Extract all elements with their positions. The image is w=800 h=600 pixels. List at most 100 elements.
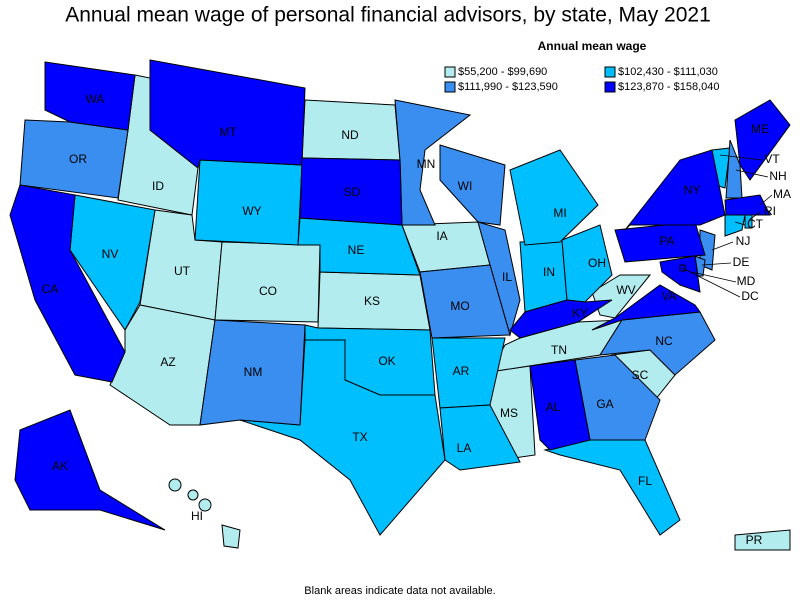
state-shape (198, 498, 212, 512)
state-label: AL (546, 400, 561, 414)
state-shape (9, 184, 126, 383)
state-label: KS (364, 294, 380, 308)
state-shape (509, 149, 599, 246)
state-label: IL (502, 270, 512, 284)
state-shape (591, 284, 701, 331)
state-label: AR (453, 364, 470, 378)
state-shape (561, 224, 613, 303)
leader-line (681, 267, 741, 298)
legend-swatch (444, 81, 456, 93)
state-shape (187, 489, 199, 501)
state-label: RI (764, 204, 776, 218)
state-label: MT (219, 125, 237, 139)
state-shape (724, 214, 746, 237)
state-label: WA (86, 92, 105, 106)
state-shape (299, 157, 403, 226)
legend: $55,200 - $99,690 $102,430 - $111,030 $111… (444, 66, 720, 93)
state-shape (659, 255, 701, 293)
state-label: SD (344, 185, 361, 199)
legend-label: $123,870 - $158,040 (618, 81, 720, 93)
state-label: MN (417, 157, 436, 171)
states (9, 59, 791, 551)
state-label: UT (174, 264, 191, 278)
title: Annual mean wage of personal financial a… (65, 4, 711, 27)
state-shape (44, 61, 136, 131)
state-shape (477, 221, 521, 337)
leader-line (759, 194, 773, 206)
state-shape (624, 149, 726, 231)
legend-swatch (604, 66, 616, 78)
state-label: MI (553, 206, 566, 220)
state-shape (439, 144, 506, 226)
state-label: IN (543, 265, 555, 279)
state-label: GA (596, 397, 613, 411)
state-shape (214, 241, 321, 323)
state-label: FL (638, 474, 652, 488)
state-label: TX (352, 430, 367, 444)
state-shape (734, 99, 791, 181)
state-label: NE (348, 243, 365, 257)
state-label: OR (69, 152, 87, 166)
state-label: CA (42, 282, 59, 296)
state-shape (591, 274, 652, 319)
legend-swatch (444, 66, 456, 78)
leader-line (734, 221, 746, 226)
legend-label: $111,990 - $123,590 (458, 81, 558, 93)
state-shape (168, 478, 182, 492)
state-label: PR (746, 533, 763, 547)
state-label: AK (52, 459, 68, 473)
state-label: OH (588, 256, 606, 270)
legend-swatch (604, 81, 616, 93)
legend-label: $102,430 - $111,030 (618, 66, 718, 78)
state-label: OK (378, 354, 395, 368)
leader-line (691, 271, 737, 283)
state-shape (221, 524, 241, 549)
state-label: AZ (160, 355, 175, 369)
state-shape (199, 319, 306, 426)
leader-line (701, 262, 732, 266)
state-shape (529, 359, 591, 451)
state-label: VA (661, 289, 676, 303)
state-label: DE (733, 255, 750, 269)
leader-line (719, 154, 763, 161)
state-shape (14, 409, 166, 531)
state-shape (439, 404, 521, 471)
state-label: VT (764, 152, 780, 166)
state-shape (509, 299, 613, 339)
state-label: MO (450, 299, 469, 313)
state-label: NJ (736, 234, 751, 248)
state-label: MS (500, 406, 518, 420)
footnote: Blank areas indicate data not available. (304, 585, 495, 597)
legend-label: $55,200 - $99,690 (458, 66, 547, 78)
state-label: CO (259, 284, 277, 298)
state-shape (149, 59, 306, 169)
state-label: KY (572, 306, 588, 320)
state-label: ID (152, 179, 164, 193)
state-label: NH (769, 169, 786, 183)
state-shape (419, 264, 511, 339)
state-label: NM (244, 365, 263, 379)
state-shape (724, 194, 771, 216)
state-shape (194, 159, 303, 246)
state-labels: ID UT CO AZ ND IA KS MS TN SC WV HI PR NV WY NE OK TX AR LA… (42, 92, 791, 547)
leader-line (735, 169, 769, 178)
state-label: DC (741, 289, 759, 303)
state-label: NV (102, 247, 119, 261)
state-shape (734, 529, 791, 551)
state-label: WI (458, 179, 473, 193)
state-label: IA (436, 229, 447, 243)
legend-title: Annual mean wage (538, 39, 647, 53)
state-label: NY (684, 183, 701, 197)
state-label: TN (551, 343, 567, 357)
state-label: ND (341, 128, 359, 142)
state-label: SC (632, 368, 649, 382)
state-shape (19, 119, 129, 199)
state-label: PA (659, 234, 674, 248)
state-label: CT (747, 217, 764, 231)
leader-line (748, 211, 761, 221)
state-label: NC (655, 334, 673, 348)
state-label: HI (191, 509, 203, 523)
state-shape (543, 439, 681, 536)
state-label: MD (737, 274, 756, 288)
